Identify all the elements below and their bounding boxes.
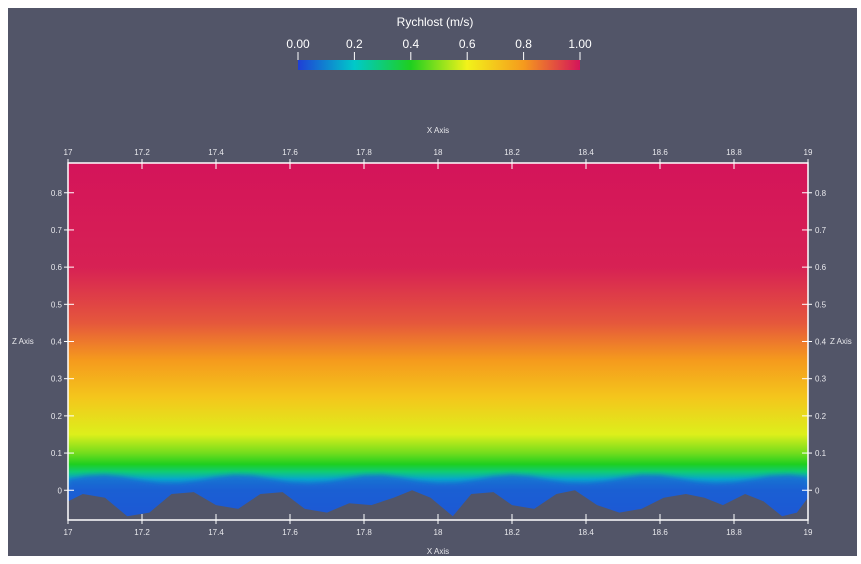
colorbar-tick-label: 0.00 <box>286 37 310 51</box>
z-tick-label-left: 0.7 <box>51 226 63 235</box>
z-tick-label-left: 0.5 <box>51 300 63 309</box>
z-tick-label-right: 0.8 <box>815 189 827 198</box>
colorbar-title: Rychlost (m/s) <box>397 15 474 29</box>
x-axis-title-top: X Axis <box>427 126 449 135</box>
x-tick-label-top: 18.2 <box>504 148 520 157</box>
x-tick-label-bottom: 18.4 <box>578 528 594 537</box>
x-tick-label-top: 19 <box>804 148 813 157</box>
colorbar-tick-label: 0.6 <box>459 37 476 51</box>
z-tick-label-right: 0.2 <box>815 412 827 421</box>
colorbar-tick-label: 0.2 <box>346 37 363 51</box>
z-tick-label-right: 0.3 <box>815 375 827 384</box>
z-tick-label-left: 0.8 <box>51 189 63 198</box>
x-tick-label-bottom: 18 <box>434 528 443 537</box>
x-axis-title-bottom: X Axis <box>427 547 449 556</box>
z-tick-label-left: 0.3 <box>51 375 63 384</box>
x-tick-label-top: 18 <box>434 148 443 157</box>
x-tick-label-bottom: 17.2 <box>134 528 150 537</box>
x-tick-label-top: 18.6 <box>652 148 668 157</box>
z-tick-label-right: 0.1 <box>815 449 827 458</box>
x-axis-bottom-ticks: 17 17.2 17.4 17.6 17.8 18 18.2 18.4 18.6 18.8 19 <box>64 514 813 537</box>
colorbar-tick-label: 1.00 <box>568 37 592 51</box>
z-tick-label-right: 0.6 <box>815 263 827 272</box>
colorbar-tick-label: 0.4 <box>402 37 419 51</box>
x-tick-label-bottom: 17.4 <box>208 528 224 537</box>
colorbar <box>298 60 580 70</box>
x-tick-label-top: 17.8 <box>356 148 372 157</box>
x-tick-label-top: 17.2 <box>134 148 150 157</box>
x-tick-label-top: 17 <box>64 148 73 157</box>
z-axis-title-right: Z Axis <box>830 337 852 346</box>
z-tick-label-left: 0.4 <box>51 338 63 347</box>
x-tick-label-top: 18.4 <box>578 148 594 157</box>
x-tick-label-bottom: 17.8 <box>356 528 372 537</box>
x-tick-label-bottom: 18.8 <box>726 528 742 537</box>
x-tick-label-bottom: 17 <box>64 528 73 537</box>
z-tick-label-right: 0.4 <box>815 338 827 347</box>
x-axis-top-ticks: 17 17.2 17.4 17.6 17.8 18 18.2 18.4 18.6 18.8 19 <box>64 148 813 169</box>
colorbar-ticks: 0.00 0.2 0.4 0.6 0.8 1.00 <box>286 37 592 60</box>
z-tick-label-right: 0.7 <box>815 226 827 235</box>
velocity-field <box>68 163 808 520</box>
render-viewport: Rychlost (m/s) 0.00 0.2 0.4 0.6 0.8 1.00 17 17… <box>8 8 857 556</box>
x-tick-label-bottom: 17.6 <box>282 528 298 537</box>
z-tick-label-left: 0.2 <box>51 412 63 421</box>
z-axis-title-left: Z Axis <box>12 337 34 346</box>
z-tick-label-left: 0 <box>58 486 63 495</box>
z-tick-label-right: 0 <box>815 486 820 495</box>
colorbar-tick-label: 0.8 <box>515 37 532 51</box>
x-tick-label-bottom: 18.6 <box>652 528 668 537</box>
bed-profile <box>68 490 808 520</box>
z-axis-right-ticks: 0 0.1 0.2 0.3 0.4 0.5 0.6 0.7 0.8 <box>802 189 827 495</box>
z-tick-label-left: 0.6 <box>51 263 63 272</box>
x-tick-label-bottom: 19 <box>804 528 813 537</box>
z-tick-label-right: 0.5 <box>815 300 827 309</box>
x-tick-label-bottom: 18.2 <box>504 528 520 537</box>
x-tick-label-top: 18.8 <box>726 148 742 157</box>
x-tick-label-top: 17.4 <box>208 148 224 157</box>
x-tick-label-top: 17.6 <box>282 148 298 157</box>
z-tick-label-left: 0.1 <box>51 449 63 458</box>
z-axis-left-ticks: 0 0.1 0.2 0.3 0.4 0.5 0.6 0.7 0.8 <box>51 189 74 495</box>
velocity-field-chart: Rychlost (m/s) 0.00 0.2 0.4 0.6 0.8 1.00 17 17… <box>12 15 852 556</box>
